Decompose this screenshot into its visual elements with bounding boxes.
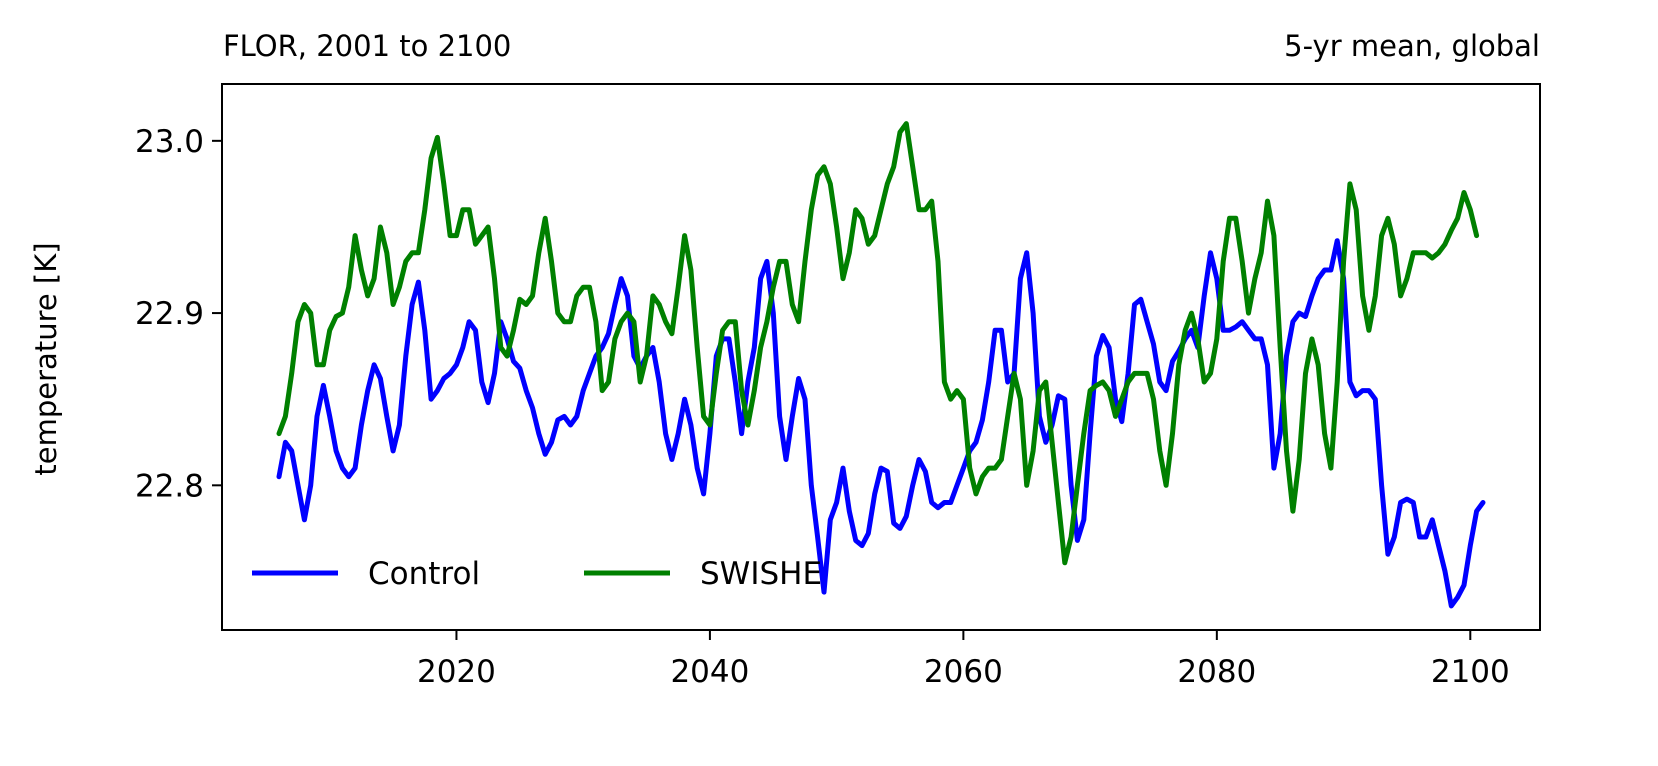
y-tick-label: 22.9 — [135, 296, 204, 332]
tick-layer: 2020 2040 2060 2080 2100 22.8 22.9 23.0 — [135, 124, 1510, 690]
y-axis-label: temperature [K] — [29, 242, 63, 475]
x-tick-label: 2020 — [417, 654, 496, 690]
series-layer — [276, 121, 1486, 609]
legend: Control SWISHE — [252, 556, 822, 592]
y-tick-label: 23.0 — [135, 124, 204, 160]
x-tick-label: 2080 — [1177, 654, 1256, 690]
x-tick-label: 2040 — [670, 654, 749, 690]
legend-label-swishe: SWISHE — [700, 556, 822, 592]
chart-title-right: 5-yr mean, global — [1284, 29, 1540, 63]
plot-frame — [221, 83, 1541, 631]
y-tick-label: 22.8 — [135, 468, 204, 504]
legend-label-control: Control — [368, 556, 480, 592]
x-tick-label: 2060 — [924, 654, 1003, 690]
x-tick-label: 2100 — [1431, 654, 1510, 690]
chart-title-left: FLOR, 2001 to 2100 — [223, 29, 511, 63]
series-line-swishe — [276, 121, 1480, 566]
